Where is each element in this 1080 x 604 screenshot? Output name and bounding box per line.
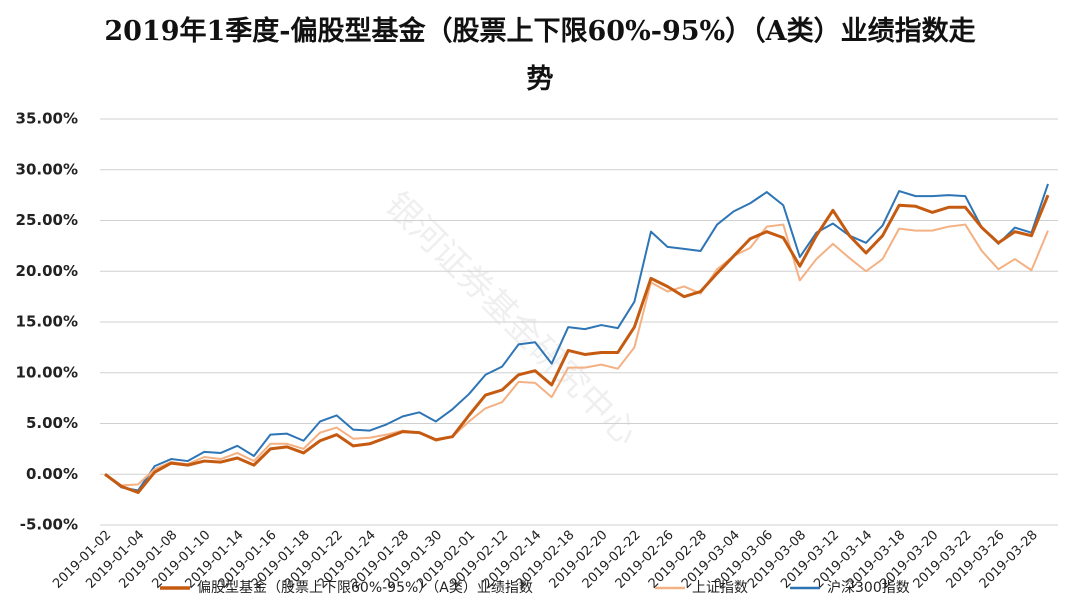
legend-label: 偏股型基金（股票上下限60%-95%）（A类）业绩指数 — [197, 579, 533, 596]
y-tick-label: 15.00% — [16, 313, 78, 331]
series-line — [104, 194, 1050, 495]
y-tick-label: 35.00% — [16, 110, 78, 128]
y-tick-label: -5.00% — [20, 516, 78, 534]
y-tick-label: 5.00% — [26, 414, 78, 432]
y-tick-label: 25.00% — [16, 211, 78, 229]
legend-label: 上证指数 — [692, 580, 748, 596]
y-tick-label: 10.00% — [16, 363, 78, 381]
legend-label: 沪深300指数 — [827, 580, 910, 596]
series-line — [104, 183, 1049, 492]
chart-title: 2019年1季度-偏股型基金（股票上下限60%-95%）（A类）业绩指数走势 — [104, 16, 976, 95]
y-tick-label: 30.00% — [16, 160, 78, 178]
series-line — [104, 223, 1049, 487]
y-tick-label: 0.00% — [26, 465, 78, 483]
y-tick-label: 20.00% — [16, 262, 78, 280]
